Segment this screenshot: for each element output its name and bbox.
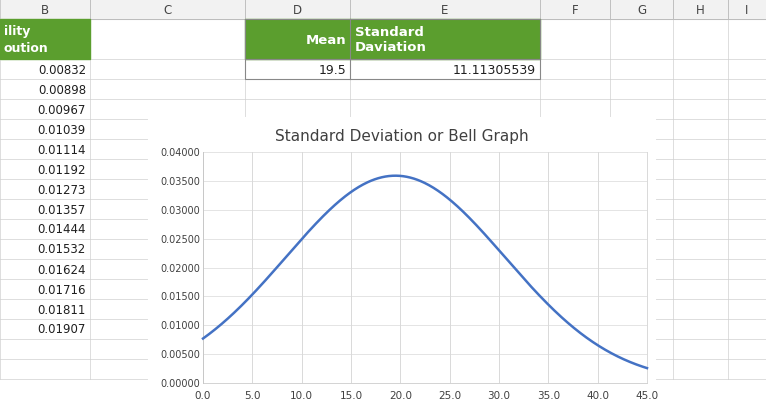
Text: 0.01716: 0.01716	[38, 283, 86, 296]
Text: 0.04000: 0.04000	[160, 147, 200, 158]
Text: 0.00898: 0.00898	[38, 83, 86, 96]
Bar	[0, 0, 766, 20]
Text: E: E	[441, 3, 449, 17]
Text: 0.0: 0.0	[195, 390, 211, 400]
Text: Mean: Mean	[306, 33, 346, 46]
Bar	[148, 118, 655, 405]
Text: 11.11305539: 11.11305539	[453, 63, 536, 76]
Text: Standard: Standard	[355, 26, 424, 39]
Text: 0.01192: 0.01192	[38, 163, 86, 176]
Text: G: G	[637, 3, 646, 17]
Text: H: H	[696, 3, 705, 17]
Text: 20.0: 20.0	[389, 390, 412, 400]
Text: B: B	[41, 3, 49, 17]
Text: 0.03000: 0.03000	[160, 205, 200, 215]
Text: 0.01114: 0.01114	[38, 143, 86, 156]
Bar	[245, 20, 540, 60]
Text: ility: ility	[4, 25, 31, 38]
Bar	[245, 60, 540, 80]
Text: 0.01444: 0.01444	[38, 223, 86, 236]
Text: 0.02000: 0.02000	[160, 263, 200, 273]
Text: C: C	[163, 3, 172, 17]
Bar	[350, 20, 540, 60]
Text: 0.03500: 0.03500	[160, 176, 200, 186]
Text: 0.01357: 0.01357	[38, 203, 86, 216]
Text: 0.01532: 0.01532	[38, 243, 86, 256]
Text: 0.00000: 0.00000	[160, 378, 200, 388]
Text: F: F	[571, 3, 578, 17]
Text: 0.01000: 0.01000	[160, 320, 200, 330]
Text: I: I	[745, 3, 748, 17]
Text: Daviation: Daviation	[355, 41, 427, 54]
Text: 0.01039: 0.01039	[38, 123, 86, 136]
Text: 0.01811: 0.01811	[38, 303, 86, 316]
Text: Standard Deviation or Bell Graph: Standard Deviation or Bell Graph	[275, 128, 529, 143]
Text: 35.0: 35.0	[537, 390, 560, 400]
Text: 40.0: 40.0	[586, 390, 609, 400]
Text: 30.0: 30.0	[487, 390, 510, 400]
Text: D: D	[293, 3, 302, 17]
Text: 0.02500: 0.02500	[160, 234, 200, 244]
Text: 0.00500: 0.00500	[160, 349, 200, 359]
Text: 19.5: 19.5	[318, 63, 346, 76]
Text: 0.01273: 0.01273	[38, 183, 86, 196]
Text: 0.01907: 0.01907	[38, 323, 86, 336]
Text: 0.00832: 0.00832	[38, 63, 86, 76]
Text: 0.00967: 0.00967	[38, 103, 86, 116]
Text: 25.0: 25.0	[438, 390, 461, 400]
Text: oution: oution	[4, 42, 49, 55]
Text: 5.0: 5.0	[244, 390, 260, 400]
Text: 15.0: 15.0	[339, 390, 362, 400]
Bar	[245, 20, 350, 60]
Text: 0.01624: 0.01624	[38, 263, 86, 276]
Text: 0.01500: 0.01500	[160, 292, 200, 301]
Text: 45.0: 45.0	[636, 390, 659, 400]
Text: 10.0: 10.0	[290, 390, 313, 400]
Bar	[0, 20, 90, 60]
